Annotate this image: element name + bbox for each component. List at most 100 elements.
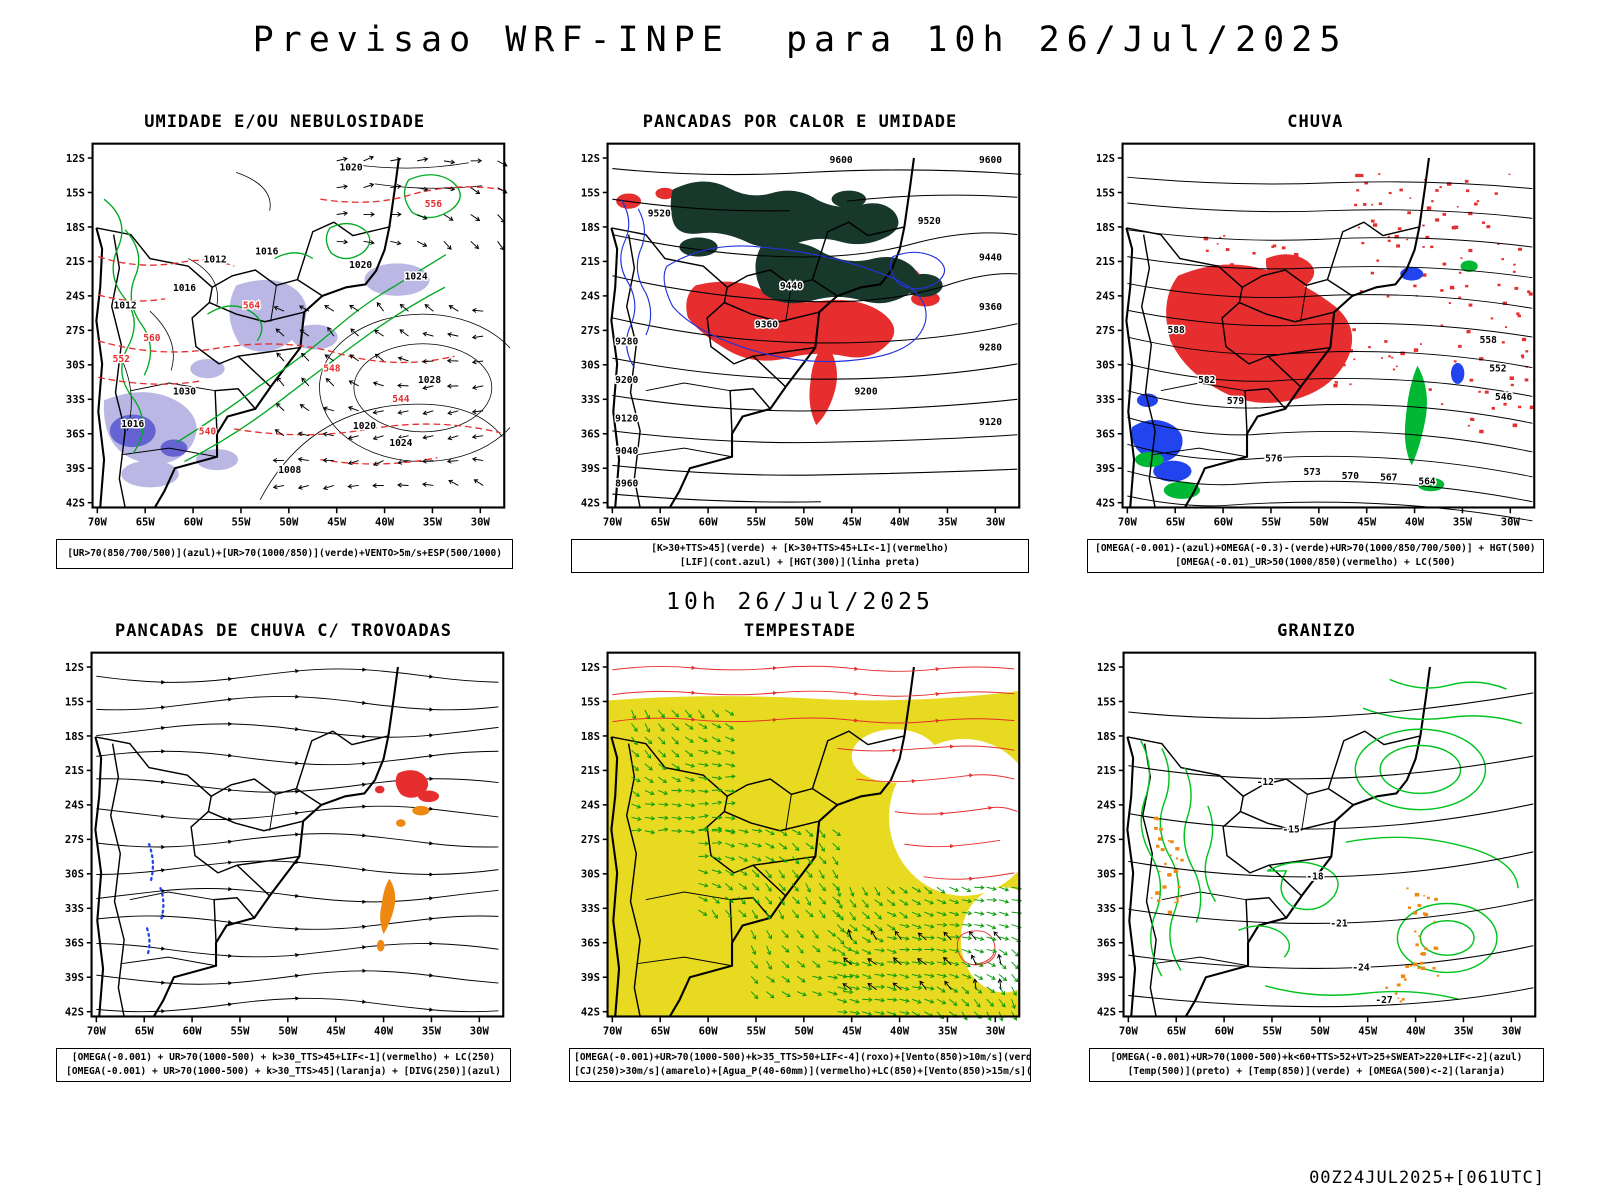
svg-text:1024: 1024 (404, 272, 427, 283)
svg-text:21S: 21S (66, 256, 85, 268)
svg-text:30S: 30S (581, 869, 600, 881)
svg-text:24S: 24S (581, 291, 600, 303)
svg-text:9200: 9200 (615, 375, 638, 386)
svg-text:65W: 65W (1166, 517, 1186, 529)
svg-text:36S: 36S (581, 937, 600, 949)
svg-text:9040: 9040 (615, 446, 638, 457)
panel-granizo: GRANIZO (1069, 621, 1564, 1082)
svg-text:15S: 15S (66, 187, 85, 199)
svg-text:60W: 60W (1215, 1026, 1235, 1038)
svg-text:9200: 9200 (855, 387, 878, 398)
svg-text:18S: 18S (64, 731, 83, 743)
svg-text:1028: 1028 (418, 375, 441, 386)
svg-text:12S: 12S (64, 662, 83, 674)
caption-line: [OMEGA(-0.001) + UR>70(1000-500) + k>30_… (71, 1052, 496, 1064)
svg-text:24S: 24S (64, 800, 83, 812)
svg-text:30W: 30W (469, 1026, 489, 1038)
svg-text:9120: 9120 (979, 417, 1002, 428)
svg-text:9440: 9440 (780, 281, 803, 292)
svg-text:15S: 15S (581, 696, 600, 708)
svg-text:30S: 30S (1096, 360, 1115, 372)
svg-text:40W: 40W (374, 1026, 394, 1038)
svg-text:15S: 15S (581, 187, 600, 199)
svg-text:50W: 50W (1311, 1026, 1331, 1038)
svg-text:42S: 42S (1097, 1006, 1116, 1018)
svg-text:582: 582 (1198, 375, 1215, 386)
svg-text:55W: 55W (1263, 1026, 1283, 1038)
panel-caption-umidade: [UR>70(850/700/500)](azul)+[UR>70(1000/8… (55, 539, 514, 570)
svg-text:588: 588 (1168, 325, 1186, 336)
svg-text:36S: 36S (64, 937, 83, 949)
svg-text:30W: 30W (1501, 517, 1521, 529)
svg-text:55W: 55W (230, 1026, 250, 1038)
svg-text:42S: 42S (1096, 498, 1115, 510)
svg-text:1012: 1012 (203, 254, 226, 265)
svg-text:33S: 33S (1097, 903, 1116, 915)
svg-text:45W: 45W (842, 1026, 862, 1038)
svg-text:39S: 39S (1097, 972, 1116, 984)
svg-text:576: 576 (1266, 454, 1284, 465)
svg-text:546: 546 (1495, 392, 1513, 403)
svg-text:50W: 50W (794, 1026, 814, 1038)
svg-text:27S: 27S (1097, 834, 1116, 846)
svg-text:39S: 39S (581, 972, 600, 984)
svg-text:60W: 60W (699, 1026, 719, 1038)
svg-text:1020: 1020 (353, 421, 376, 432)
svg-text:40W: 40W (1405, 517, 1425, 529)
caption-line: [CJ(250)>30m/s](amarelo)+[Agua_P(40-60mm… (574, 1066, 1031, 1078)
panel-pancadas-calor: PANCADAS POR CALOR E UMIDADE (551, 112, 1048, 573)
svg-text:30W: 30W (986, 517, 1006, 529)
svg-text:1008: 1008 (278, 465, 301, 476)
svg-text:12S: 12S (1097, 662, 1116, 674)
caption-line: [OMEGA(-0.01)_UR>50(1000/850)(vermelho) … (1175, 557, 1456, 569)
svg-text:39S: 39S (581, 463, 600, 475)
svg-text:564: 564 (243, 300, 261, 311)
svg-text:12S: 12S (1096, 153, 1115, 165)
svg-text:35W: 35W (1454, 1026, 1474, 1038)
svg-text:1012: 1012 (113, 300, 136, 311)
svg-text:-27: -27 (1376, 995, 1394, 1006)
svg-text:21S: 21S (1097, 765, 1116, 777)
svg-text:55W: 55W (746, 1026, 766, 1038)
svg-text:70W: 70W (603, 1026, 623, 1038)
caption-line: [OMEGA(-0.001)+UR>70(1000-500)+k<60+TTS>… (1110, 1052, 1523, 1064)
panel-caption-granizo: [OMEGA(-0.001)+UR>70(1000-500)+k<60+TTS>… (1088, 1048, 1545, 1082)
svg-text:50W: 50W (278, 1026, 298, 1038)
svg-text:42S: 42S (581, 498, 600, 510)
panel-title-umidade: UMIDADE E/OU NEBULOSIDADE (144, 112, 426, 132)
svg-text:65W: 65W (1167, 1026, 1187, 1038)
svg-text:65W: 65W (651, 1026, 671, 1038)
panel-chuva: CHUVA (1067, 112, 1564, 573)
svg-text:45W: 45W (327, 517, 347, 529)
svg-text:70W: 70W (88, 517, 108, 529)
svg-text:30W: 30W (470, 517, 490, 529)
svg-text:567: 567 (1380, 473, 1398, 484)
svg-text:552: 552 (112, 354, 129, 365)
svg-text:18S: 18S (1097, 731, 1116, 743)
svg-text:55W: 55W (746, 517, 766, 529)
svg-text:45W: 45W (1359, 1026, 1379, 1038)
panel-title-chuva: CHUVA (1287, 112, 1344, 132)
svg-text:65W: 65W (135, 517, 155, 529)
svg-text:-21: -21 (1331, 918, 1349, 929)
svg-text:21S: 21S (64, 765, 83, 777)
svg-text:55W: 55W (231, 517, 251, 529)
panel-row-top: UMIDADE E/OU NEBULOSIDADE (0, 112, 1600, 573)
svg-text:33S: 33S (64, 903, 83, 915)
svg-text:39S: 39S (1096, 463, 1115, 475)
svg-text:-15: -15 (1283, 825, 1301, 836)
panel-tempestade: TEMPESTADE (549, 621, 1051, 1082)
svg-text:30S: 30S (64, 869, 83, 881)
svg-text:570: 570 (1342, 471, 1360, 482)
panel-title-tempestade: TEMPESTADE (743, 620, 857, 641)
svg-text:15S: 15S (1097, 696, 1116, 708)
caption-line: [K>30+TTS>45](verde) + [K>30+TTS>45+LI<-… (651, 543, 949, 555)
svg-text:30S: 30S (1097, 869, 1116, 881)
svg-text:24S: 24S (1096, 291, 1115, 303)
